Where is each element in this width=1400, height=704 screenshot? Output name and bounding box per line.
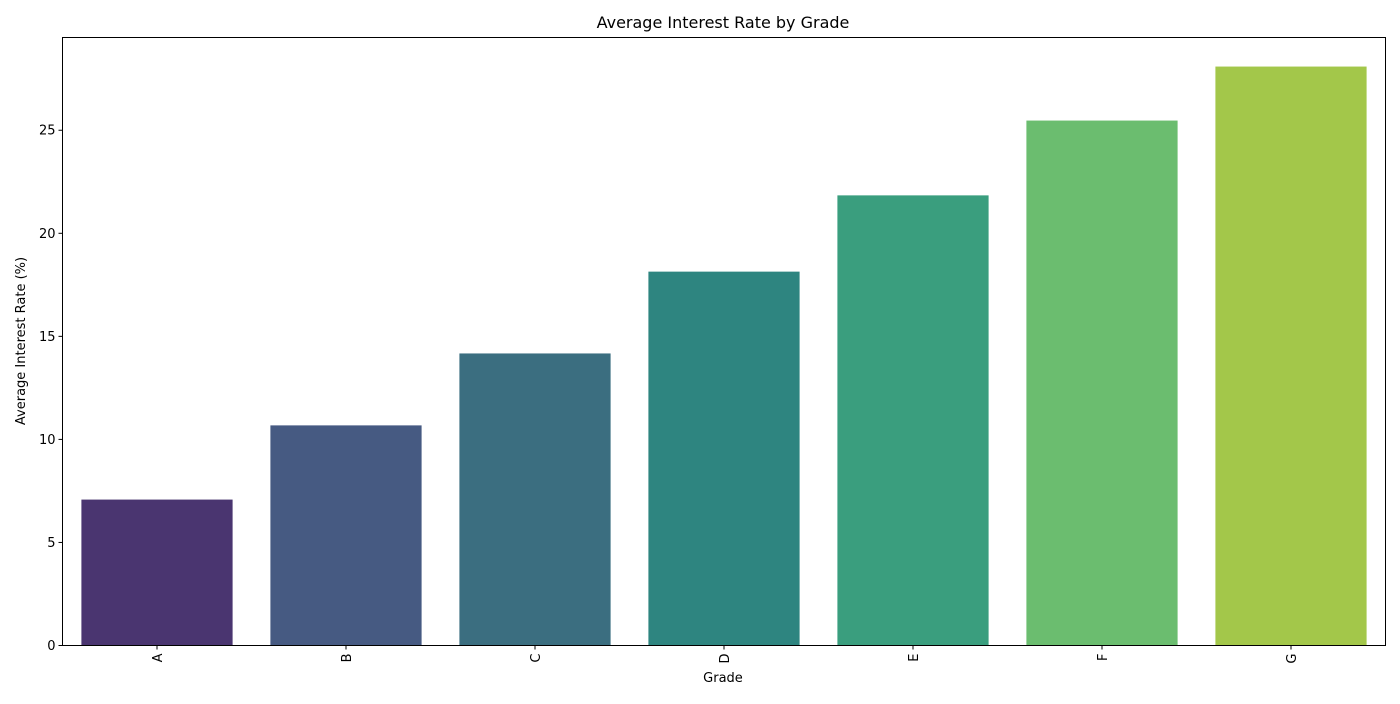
- x-tick-label: A: [151, 653, 166, 662]
- chart-title: Average Interest Rate by Grade: [597, 13, 850, 32]
- bar-c: [459, 353, 611, 646]
- y-tick-label: 20: [39, 227, 56, 242]
- y-tick-label: 25: [39, 124, 56, 139]
- x-tick-label: E: [907, 654, 922, 662]
- y-axis-ticks: 0 5 10 15 20 25: [39, 124, 63, 654]
- bar-g: [1215, 66, 1367, 646]
- x-tick-label: F: [1096, 654, 1111, 661]
- x-tick-label: D: [718, 654, 733, 664]
- bars-layer: [81, 66, 1367, 646]
- bar-e: [837, 195, 989, 646]
- x-axis-label: Grade: [703, 671, 743, 686]
- bar-b: [270, 425, 422, 646]
- x-axis-ticks: A B C D E F G: [151, 645, 1300, 664]
- x-tick-label: G: [1285, 654, 1300, 664]
- y-tick-label: 5: [47, 536, 55, 551]
- y-tick-label: 10: [39, 433, 56, 448]
- x-tick-label: C: [529, 654, 544, 663]
- y-tick-label: 15: [39, 330, 56, 345]
- y-axis-label: Average Interest Rate (%): [14, 257, 29, 425]
- y-tick-label: 0: [47, 639, 55, 654]
- bar-f: [1026, 120, 1178, 646]
- bar-d: [648, 271, 800, 646]
- bar-a: [81, 499, 233, 646]
- x-tick-label: B: [340, 654, 355, 663]
